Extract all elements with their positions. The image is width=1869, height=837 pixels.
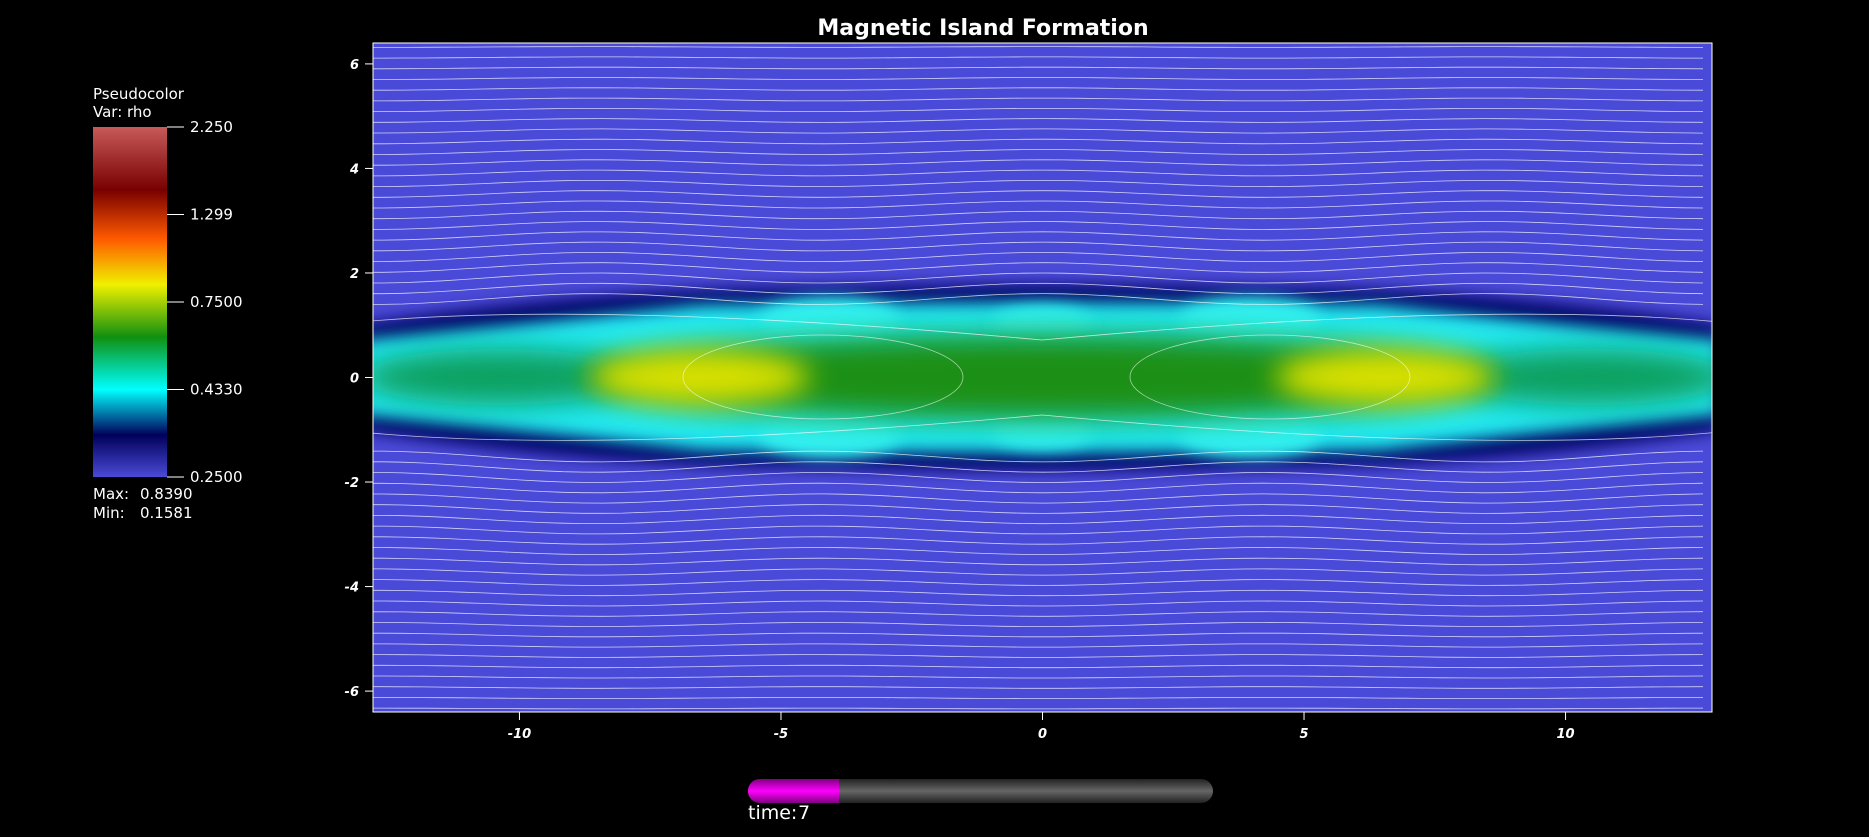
field-line	[373, 697, 1704, 699]
field-line	[373, 77, 1704, 80]
field-line	[373, 600, 1704, 607]
colorbar-tick-label: 0.4330	[190, 381, 243, 399]
field-line	[373, 97, 1704, 102]
field-line	[373, 664, 1704, 669]
field-line	[373, 210, 1704, 220]
field-line	[373, 159, 1704, 166]
field-line	[373, 190, 1704, 198]
field-line	[373, 568, 1704, 576]
field-line	[373, 450, 1704, 463]
field-line	[373, 643, 1704, 648]
field-line	[373, 514, 1704, 525]
field-line	[373, 472, 1704, 483]
field-line	[373, 138, 1704, 145]
y-tick-label: 4	[349, 162, 359, 177]
field-line	[373, 686, 1704, 689]
x-tick-label: -10	[508, 727, 532, 742]
field-line	[373, 221, 1704, 230]
field-line	[373, 282, 1704, 295]
plot-field	[373, 43, 1712, 712]
time-slider-progress	[748, 779, 839, 803]
field-line	[373, 707, 1703, 710]
field-line	[373, 251, 1704, 263]
legend-min-label: Min:	[93, 504, 125, 522]
field-line	[373, 241, 1704, 252]
y-tick-label: 6	[350, 58, 359, 73]
y-tick-label: -6	[345, 685, 359, 700]
field-line	[373, 293, 1704, 305]
field-line	[373, 87, 1704, 91]
field-line	[373, 536, 1704, 545]
field-line	[373, 579, 1704, 586]
time-slider	[748, 779, 1213, 803]
field-line	[373, 108, 1704, 112]
x-tick-label: -5	[774, 727, 788, 742]
time-label: time:	[748, 802, 797, 824]
colorbar-tick-label: 0.7500	[190, 293, 243, 311]
field-line	[373, 262, 1704, 273]
field-line	[373, 654, 1704, 658]
colorbar-tick-label: 1.299	[190, 206, 233, 224]
field-line	[373, 611, 1704, 617]
colorbar-tick-label: 2.250	[190, 118, 233, 136]
field-line	[373, 675, 1704, 679]
x-tick-label: 0	[1038, 727, 1047, 742]
legend-plot-name: Pseudocolor	[93, 85, 185, 103]
colorbar	[93, 127, 167, 477]
legend-variable: Var: rho	[93, 103, 152, 121]
time-value: 7	[798, 802, 810, 824]
field-line	[373, 179, 1704, 188]
legend-max-label: Max:	[93, 485, 129, 503]
field-line	[373, 118, 1704, 123]
x-tick-label: 10	[1557, 727, 1575, 742]
field-line	[373, 169, 1704, 177]
field-line	[373, 493, 1704, 504]
legend-max: 0.8390	[140, 485, 193, 503]
field-line	[373, 525, 1704, 535]
x-tick-label: 5	[1300, 727, 1309, 742]
field-line	[373, 46, 1703, 48]
field-line	[373, 504, 1704, 514]
y-tick-label: -4	[345, 581, 359, 596]
field-line	[373, 482, 1704, 494]
field-line	[373, 56, 1703, 59]
field-line	[373, 547, 1704, 555]
field-line	[373, 589, 1704, 597]
y-tick-label: -2	[345, 476, 359, 491]
field-line	[373, 557, 1704, 566]
field-line	[373, 66, 1704, 70]
y-tick-label: 0	[350, 372, 359, 387]
field-line	[373, 149, 1704, 155]
field-line	[373, 128, 1704, 134]
field-line	[373, 200, 1704, 209]
field-line	[373, 621, 1704, 628]
y-tick-label: 2	[350, 267, 359, 282]
legend-min: 0.1581	[140, 504, 193, 522]
field-line	[373, 461, 1704, 473]
colorbar-tick-label: 0.2500	[190, 468, 243, 486]
chart-title: Magnetic Island Formation	[817, 16, 1148, 41]
field-line	[373, 231, 1704, 241]
field-line	[373, 272, 1704, 284]
field-line	[373, 632, 1704, 638]
